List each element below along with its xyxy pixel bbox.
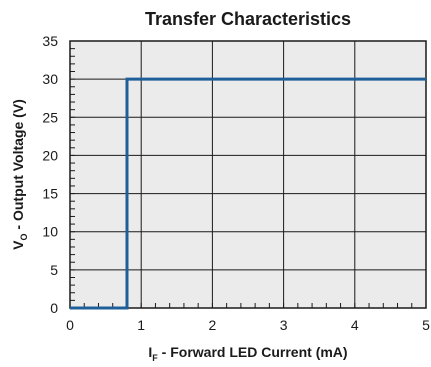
x-tick-label: 5 [422,317,430,333]
y-tick-label: 20 [42,147,58,163]
y-axis-label: VO - Output Voltage (V) [10,99,29,250]
y-axis-label-symbol: V [10,240,26,250]
y-tick-label: 15 [42,186,58,202]
y-tick-label: 35 [42,33,58,49]
y-tick-label: 0 [50,300,58,316]
x-tick-label: 2 [209,317,217,333]
y-axis-label-subscript: O [19,233,29,240]
y-axis-label-text: - Output Voltage (V) [10,99,26,233]
x-tick-label: 0 [66,317,74,333]
transfer-curve-line [70,77,426,310]
chart-title: Transfer Characteristics [145,9,351,29]
y-tick-label: 10 [42,224,58,240]
x-axis-label-symbol: I [148,344,152,360]
x-axis-label: IF - Forward LED Current (mA) [148,344,347,363]
plot-background [70,41,426,308]
y-tick-label: 25 [42,109,58,125]
x-axis-label-subscript: F [152,353,158,363]
x-tick-label: 4 [351,317,359,333]
x-tick-label: 3 [280,317,288,333]
plot-frame [69,40,427,309]
y-tick-label: 5 [50,262,58,278]
y-axis-tick-labels: 0 5 10 15 20 25 30 35 [42,33,58,316]
series-layer [70,77,426,310]
y-tick-label: 30 [42,71,58,87]
x-tick-label: 1 [137,317,145,333]
x-axis-tick-labels: 0 1 2 3 4 5 [66,317,430,333]
x-axis-label-text: - Forward LED Current (mA) [158,344,348,360]
